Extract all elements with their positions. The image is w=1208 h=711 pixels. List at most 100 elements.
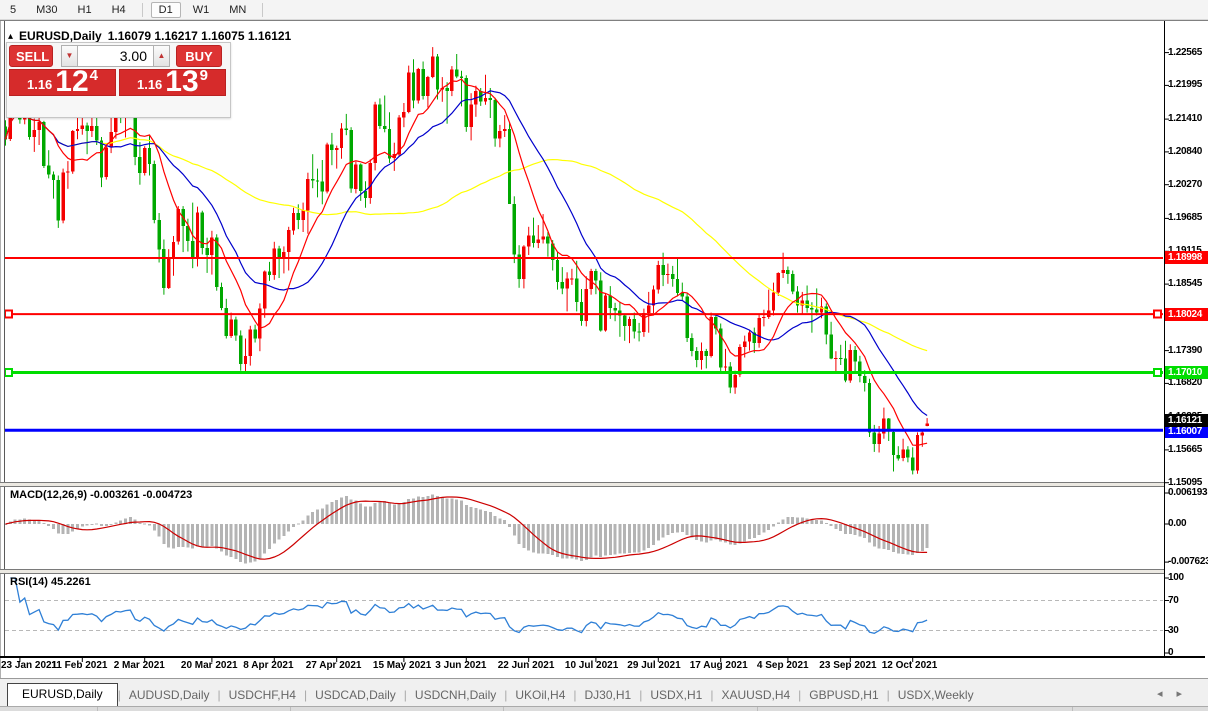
chart-tab-xauusd-h4[interactable]: XAUUSD,H4 [721,688,791,702]
price-axis-tick: 1.20840 [1168,145,1203,157]
status-bar-separator [1072,707,1073,711]
time-axis-label: 12 Oct 2021 [881,660,938,671]
rsi-axis-tick: 30 [1168,624,1179,636]
status-bar-separator [757,707,758,711]
macd-axis-tick: 0.006193 [1168,487,1208,499]
tab-separator: | [403,688,407,702]
ask-price-tile[interactable]: 1.16 13 9 [119,65,226,98]
time-axis-label: 17 Aug 2021 [689,660,748,671]
timeframe-toolbar: 5 M30 H1 H4 D1 W1 MN [0,0,1208,20]
price-axis-tick: 1.22565 [1168,46,1203,58]
current-price-tag: 1.16121 [1165,414,1208,427]
timeframe-m30-button[interactable]: M30 [36,3,58,16]
tab-separator: | [639,688,643,702]
chart-window[interactable]: ▴ EURUSD,Daily 1.16079 1.16217 1.16075 1… [0,20,1208,679]
ask-price-prefix: 1.16 [136,77,163,92]
tab-separator: | [504,688,508,702]
chart-title: ▴ EURUSD,Daily 1.16079 1.16217 1.16075 1… [8,29,291,43]
chart-tab-dj30-h1[interactable]: DJ30,H1 [584,688,632,702]
time-axis-label: 15 May 2021 [372,660,432,671]
volume-input[interactable]: 3.00 [77,45,154,67]
bid-price-big: 12 [55,65,89,98]
time-axis-label: 2 Mar 2021 [113,660,165,671]
price-axis-tick: 1.17390 [1168,344,1203,356]
timeframe-h4-button[interactable]: H4 [111,3,126,16]
time-axis-label: 23 Sep 2021 [819,660,877,671]
time-axis-label: 3 Jun 2021 [435,660,487,671]
tab-separator: | [886,688,890,702]
chart-tab-usdchf-h4[interactable]: USDCHF,H4 [228,688,296,702]
volume-decrease-icon[interactable]: ▼ [61,45,78,67]
timeframe-w1-button[interactable]: W1 [192,3,210,16]
bid-price-tile[interactable]: 1.16 12 4 [9,65,116,98]
price-axis-tick: 1.19685 [1168,212,1203,224]
tab-scroll-right-icon[interactable]: ▸ [1176,688,1196,700]
chart-border-left [4,21,5,657]
chart-tab-audusd-daily[interactable]: AUDUSD,Daily [128,688,210,702]
time-axis-label: 11 Feb 2021 [51,660,108,671]
timeframe-mn-button[interactable]: MN [229,3,247,16]
macd-pane-resize-handle[interactable] [0,482,1164,487]
ask-price-big: 13 [165,65,199,98]
price-axis-tick: 1.20270 [1168,178,1203,190]
timeframe-m5-button[interactable]: 5 [10,3,17,16]
chart-tab-gbpusd-h1[interactable]: GBPUSD,H1 [809,688,879,702]
chart-tab-ukoil-h4[interactable]: UKOil,H4 [515,688,566,702]
status-bar-separator [290,707,291,711]
chart-tab-usdx-weekly[interactable]: USDX,Weekly [897,688,974,702]
collapse-panel-icon[interactable]: ▴ [8,30,14,42]
tab-scroll-left-icon[interactable]: ◂ [1156,688,1177,700]
chart-tab-usdcad-daily[interactable]: USDCAD,Daily [315,688,396,702]
toolbar-separator [141,2,143,17]
window-border-left [0,21,1,678]
timeframe-d1-button[interactable]: D1 [150,1,181,18]
price-axis-line [1164,21,1165,657]
level-price-tag: 1.18024 [1165,307,1208,321]
time-axis-label: 8 Apr 2021 [243,660,294,671]
time-axis-line [0,656,1205,658]
sell-button[interactable]: SELL [9,45,53,67]
rsi-pane-resize-handle[interactable] [0,569,1164,574]
rsi-indicator-label: RSI(14) 45.2261 [10,576,91,588]
time-axis-label: 27 Apr 2021 [305,660,362,671]
timeframe-h1-button[interactable]: H1 [77,3,92,16]
chart-symbol-period: EURUSD,Daily [19,29,102,43]
chart-tab-eurusd-daily[interactable]: EURUSD,Daily [7,683,118,707]
macd-axis-tick: -0.007623 [1168,556,1208,568]
chart-plot-area[interactable] [0,21,1208,684]
time-axis-label: 23 Jan 2021 [1,660,58,671]
tab-separator: | [710,688,714,702]
time-axis-label: 4 Sep 2021 [756,660,809,671]
price-axis-tick: 1.18545 [1168,278,1203,290]
level-price-tag: 1.18998 [1165,251,1208,265]
price-axis-tick: 1.16820 [1168,377,1203,389]
chart-tab-bar: EURUSD,Daily | AUDUSD,Daily | USDCHF,H4 | USDC… [0,678,1208,707]
time-axis-label: 10 Jul 2021 [564,660,619,671]
status-bar-separator [503,707,504,711]
price-axis-tick: 1.19115 [1168,245,1208,257]
one-click-trading-panel: SELL ▼ 3.00 ▲ BUY 1.16 12 4 1.16 13 9 [6,42,231,118]
time-axis-label: 29 Jul 2021 [627,660,681,671]
status-bar-separator [97,707,98,711]
buy-button[interactable]: BUY [176,45,222,67]
price-axis-tick: 1.21995 [1168,79,1203,91]
tab-separator: | [573,688,577,702]
bid-price-pip: 4 [89,67,99,84]
macd-axis-tick: 0.00 [1168,518,1187,529]
ask-price-pip: 9 [199,67,209,84]
chart-tab-usdcnh-daily[interactable]: USDCNH,Daily [414,688,497,702]
volume-increase-icon[interactable]: ▲ [153,45,170,67]
chart-tab-usdx-h1[interactable]: USDX,H1 [650,688,703,702]
tab-separator: | [303,688,308,702]
trade-controls-row: SELL ▼ 3.00 ▲ BUY [9,45,228,67]
price-axis-tick: 1.21410 [1168,113,1203,125]
level-price-tag: 1.16007 [1165,425,1208,438]
chart-ohlc-values: 1.16079 1.16217 1.16075 1.16121 [107,29,292,43]
tab-separator: | [217,688,221,702]
level-price-tag: 1.17010 [1165,365,1208,379]
status-bar [0,706,1208,711]
macd-indicator-label: MACD(12,26,9) -0.003261 -0.004723 [10,489,193,501]
bid-price-prefix: 1.16 [26,77,53,92]
rsi-axis-tick: 70 [1168,594,1179,606]
